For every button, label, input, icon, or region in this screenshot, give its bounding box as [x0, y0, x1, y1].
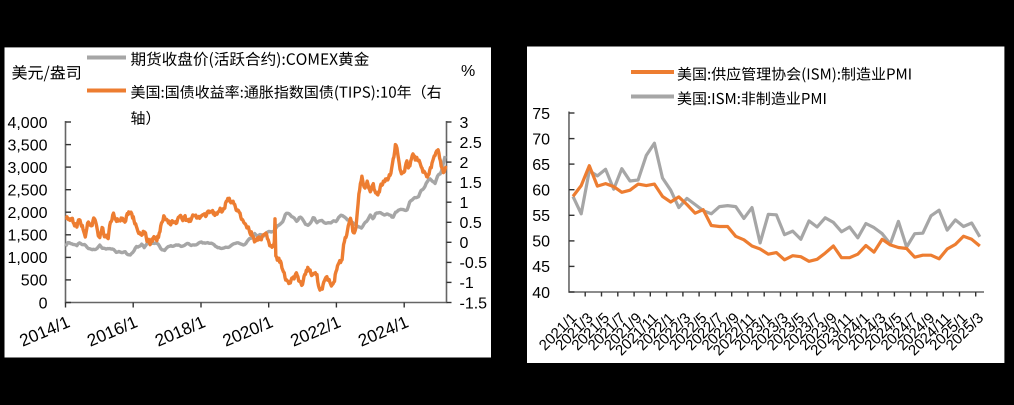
svg-text:3,500: 3,500 — [7, 137, 47, 154]
svg-text:45: 45 — [532, 259, 550, 276]
svg-text:3: 3 — [460, 115, 469, 132]
svg-text:2: 2 — [460, 155, 469, 172]
svg-text:1: 1 — [460, 195, 469, 212]
svg-text:1,500: 1,500 — [7, 228, 47, 245]
svg-text:50: 50 — [532, 234, 550, 251]
svg-text:60: 60 — [532, 183, 550, 200]
svg-text:2,500: 2,500 — [7, 183, 47, 200]
svg-text:1.5: 1.5 — [460, 175, 482, 192]
svg-text:-1: -1 — [460, 275, 474, 292]
svg-text:1,000: 1,000 — [7, 250, 47, 267]
svg-text:0: 0 — [460, 235, 469, 252]
svg-text:75: 75 — [532, 106, 550, 123]
svg-text:2,000: 2,000 — [7, 205, 47, 222]
svg-text:55: 55 — [532, 208, 550, 225]
svg-text:65: 65 — [532, 157, 550, 174]
svg-text:0: 0 — [39, 295, 48, 312]
svg-text:0.5: 0.5 — [460, 215, 482, 232]
svg-text:2.5: 2.5 — [460, 135, 482, 152]
svg-text:4,000: 4,000 — [7, 115, 47, 132]
svg-text:500: 500 — [21, 273, 48, 290]
svg-text:70: 70 — [532, 131, 550, 148]
svg-text:40: 40 — [532, 285, 550, 302]
svg-text:-1.5: -1.5 — [460, 295, 488, 312]
svg-text:-0.5: -0.5 — [460, 255, 488, 272]
svg-text:%: % — [461, 63, 475, 80]
svg-text:3,000: 3,000 — [7, 160, 47, 177]
